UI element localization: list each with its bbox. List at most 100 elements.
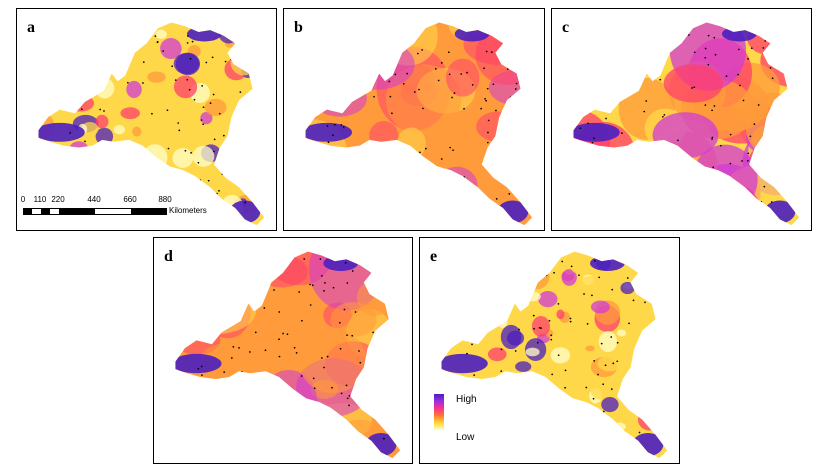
sample-point <box>769 47 772 49</box>
sample-point <box>754 161 757 164</box>
sample-point <box>729 133 732 136</box>
intensity-patch <box>597 355 623 372</box>
sample-point <box>602 410 605 413</box>
sample-point <box>518 328 520 331</box>
sample-point <box>344 85 347 88</box>
sample-point <box>69 132 72 134</box>
sample-point <box>73 192 76 195</box>
sample-point <box>388 80 391 83</box>
sample-point <box>707 34 710 37</box>
sample-point <box>644 301 646 304</box>
intensity-patch <box>57 36 68 44</box>
sample-point <box>301 319 303 322</box>
sample-point <box>424 147 427 150</box>
intensity-patch <box>590 300 610 314</box>
map-panel-d: d <box>153 237 413 464</box>
intensity-patch <box>230 48 258 76</box>
sample-point <box>590 416 593 419</box>
intensity-patch <box>550 405 575 423</box>
sample-point <box>765 165 768 168</box>
intensity-patch <box>200 111 213 125</box>
sample-point <box>500 348 503 351</box>
sample-point <box>295 352 298 354</box>
sample-point <box>199 179 202 182</box>
sample-point <box>642 273 645 276</box>
sample-point <box>469 383 471 386</box>
sample-point <box>591 52 593 55</box>
intensity-patch <box>570 257 590 274</box>
sample-point <box>264 349 267 352</box>
intensity-patch <box>67 94 95 112</box>
intensity-patch <box>745 102 800 156</box>
sample-point <box>581 61 584 64</box>
sample-point <box>218 112 221 115</box>
sample-point <box>244 201 247 204</box>
sample-point <box>448 73 451 76</box>
high-zone <box>497 200 529 224</box>
intensity-patch <box>561 269 577 286</box>
intensity-patch <box>515 361 532 372</box>
intensity-patch <box>556 309 565 320</box>
sample-point <box>513 262 516 265</box>
sample-point <box>638 431 641 434</box>
sample-point <box>354 188 357 191</box>
sample-point <box>590 186 593 189</box>
scale-tick: 110 <box>33 195 47 204</box>
sample-point <box>79 155 82 158</box>
scale-tick: 0 <box>20 195 26 204</box>
sample-point <box>712 166 715 169</box>
sample-point <box>463 176 466 178</box>
sample-point <box>638 203 641 205</box>
sample-point <box>394 73 397 76</box>
sample-point <box>460 73 463 75</box>
sample-point <box>205 61 208 64</box>
legend-color-ramp <box>434 394 444 430</box>
sample-point <box>339 32 342 35</box>
sample-point <box>406 72 409 75</box>
map-d <box>175 251 401 459</box>
sample-point <box>557 302 560 305</box>
sample-point <box>151 112 153 115</box>
sample-point <box>605 186 608 188</box>
sample-point <box>255 303 258 306</box>
sample-point <box>188 88 191 91</box>
intensity-patch <box>120 107 140 120</box>
sample-point <box>422 107 424 110</box>
high-zone <box>441 353 488 374</box>
sample-point <box>471 343 473 346</box>
intensity-patch <box>299 329 367 394</box>
sample-point <box>319 258 322 260</box>
sample-point <box>495 109 497 112</box>
sample-point <box>533 327 535 330</box>
sample-point <box>349 33 352 36</box>
intensity-patch <box>227 154 253 172</box>
sample-point <box>312 434 315 437</box>
sample-point <box>593 28 596 31</box>
sample-point <box>340 392 343 395</box>
sample-point <box>201 374 203 376</box>
sample-point <box>557 354 560 357</box>
sample-point <box>186 78 189 81</box>
intensity-patch <box>468 251 493 269</box>
high-zone <box>454 26 490 42</box>
intensity-patch <box>531 315 550 337</box>
sample-point <box>189 57 192 60</box>
sample-point <box>171 65 174 68</box>
scale-tick: 440 <box>87 195 101 204</box>
intensity-patch <box>52 23 71 37</box>
sample-point <box>373 95 375 98</box>
sample-point <box>167 147 170 150</box>
sample-point <box>746 159 749 162</box>
sample-point <box>320 357 323 359</box>
sample-point <box>490 320 493 323</box>
sample-point <box>779 159 782 162</box>
sample-point <box>409 175 412 178</box>
panel-label-a: a <box>27 19 35 36</box>
sample-point <box>492 83 495 86</box>
sample-point <box>44 34 47 37</box>
sample-point <box>314 204 317 206</box>
intensity-patch <box>535 413 555 431</box>
panel-label-e: e <box>430 248 438 265</box>
sample-point <box>389 95 392 98</box>
intensity-patch <box>620 281 635 295</box>
